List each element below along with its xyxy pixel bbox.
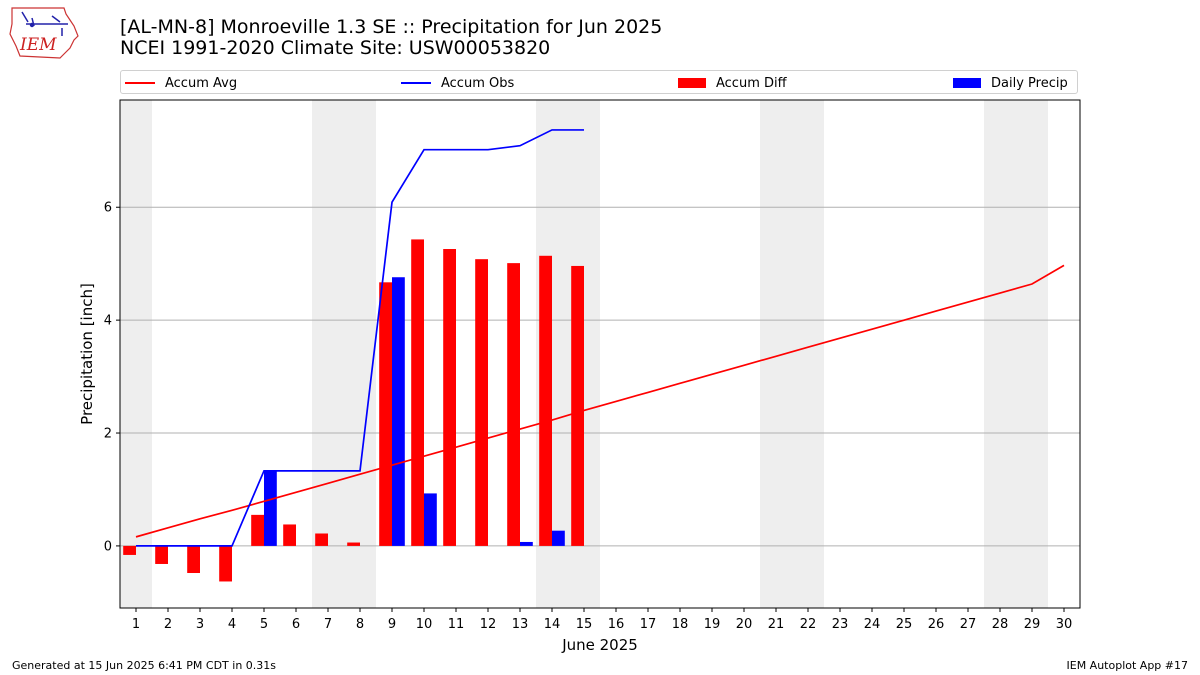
x-tick-label: 16	[608, 617, 625, 632]
x-tick-label: 30	[1056, 617, 1073, 632]
diff-bar	[507, 263, 520, 546]
x-tick-label: 21	[768, 617, 785, 632]
legend-accum-avg: Accum Avg	[125, 74, 237, 92]
x-tick-label: 20	[736, 617, 753, 632]
weekend-shade	[984, 100, 1016, 608]
legend-line-obs	[401, 82, 431, 84]
x-tick-label: 2	[164, 617, 172, 632]
legend: Accum Avg Accum Obs Accum Diff Daily Pre…	[120, 70, 1078, 94]
x-tick-label: 7	[324, 617, 332, 632]
title-line-1: [AL-MN-8] Monroeville 1.3 SE :: Precipit…	[120, 16, 663, 38]
diff-bar	[123, 545, 136, 555]
accum-obs-line	[136, 129, 584, 547]
x-tick-label: 17	[640, 617, 657, 632]
x-tick-label: 5	[260, 617, 268, 632]
diff-bar	[155, 545, 168, 564]
legend-label-obs: Accum Obs	[441, 75, 515, 91]
legend-label-diff: Accum Diff	[716, 75, 787, 91]
y-tick-label: 6	[104, 201, 112, 216]
x-tick-label: 12	[480, 617, 497, 632]
x-tick-label: 29	[1024, 617, 1041, 632]
x-tick-label: 24	[864, 617, 881, 632]
accum-avg-line	[135, 264, 1065, 538]
diff-bar	[187, 545, 200, 574]
daily-bar	[392, 277, 405, 546]
x-tick-label: 15	[576, 617, 593, 632]
legend-label-daily: Daily Precip	[991, 75, 1068, 91]
x-tick-label: 26	[928, 617, 945, 632]
footer-generated: Generated at 15 Jun 2025 6:41 PM CDT in …	[12, 659, 277, 672]
x-tick-label: 23	[832, 617, 849, 632]
x-tick-label: 3	[196, 617, 204, 632]
legend-patch-diff	[678, 78, 706, 88]
legend-patch-daily	[953, 78, 981, 88]
x-axis-label: June 2025	[561, 636, 638, 654]
y-tick-label: 0	[104, 539, 112, 554]
diff-bar	[475, 259, 488, 546]
chart-title: [AL-MN-8] Monroeville 1.3 SE :: Precipit…	[120, 17, 662, 59]
weekend-shade	[760, 100, 792, 608]
daily-bar	[424, 493, 437, 546]
x-tick-label: 6	[292, 617, 300, 632]
daily-bar	[552, 530, 565, 546]
x-tick-label: 18	[672, 617, 689, 632]
x-tick-label: 27	[960, 617, 977, 632]
diff-bar	[379, 282, 392, 546]
x-tick-label: 22	[800, 617, 817, 632]
legend-daily-precip: Daily Precip	[953, 74, 1068, 92]
x-tick-label: 10	[416, 617, 433, 632]
x-tick-label: 25	[896, 617, 913, 632]
y-tick-label: 2	[104, 427, 112, 442]
weekend-shade	[792, 100, 824, 608]
diff-bar	[539, 255, 552, 546]
weekend-shade	[344, 100, 376, 608]
diff-bar	[571, 265, 584, 546]
svg-text:IEM: IEM	[19, 35, 57, 55]
x-tick-label: 14	[544, 617, 561, 632]
daily-bar	[520, 541, 533, 546]
diff-bar	[315, 533, 328, 546]
legend-label-avg: Accum Avg	[165, 75, 238, 91]
diff-bar	[219, 545, 232, 582]
x-tick-label: 9	[388, 617, 396, 632]
x-tick-label: 11	[448, 617, 465, 632]
x-tick-label: 4	[228, 617, 236, 632]
x-tick-label: 1	[132, 617, 140, 632]
footer-app: IEM Autoplot App #17	[1066, 659, 1189, 672]
plot-frame	[119, 99, 1081, 609]
legend-accum-obs: Accum Obs	[401, 74, 514, 92]
x-tick-label: 19	[704, 617, 721, 632]
legend-accum-diff: Accum Diff	[678, 74, 787, 92]
diff-bar	[251, 514, 264, 546]
iem-logo: IEM	[9, 7, 79, 59]
legend-line-avg	[125, 82, 155, 84]
diff-bar	[443, 249, 456, 546]
daily-bar	[264, 470, 277, 546]
y-tick-label: 4	[104, 314, 112, 329]
diff-bar	[283, 524, 296, 546]
weekend-shade	[312, 100, 344, 608]
weekend-shade	[1016, 100, 1048, 608]
x-tick-label: 8	[356, 617, 364, 632]
diff-bar	[347, 542, 360, 546]
y-axis-label: Precipitation [inch]	[78, 283, 96, 425]
diff-bar	[411, 239, 424, 546]
title-line-2: NCEI 1991-2020 Climate Site: USW00053820	[120, 37, 551, 59]
x-tick-label: 13	[512, 617, 529, 632]
x-tick-label: 28	[992, 617, 1009, 632]
weekend-shade	[120, 100, 152, 608]
